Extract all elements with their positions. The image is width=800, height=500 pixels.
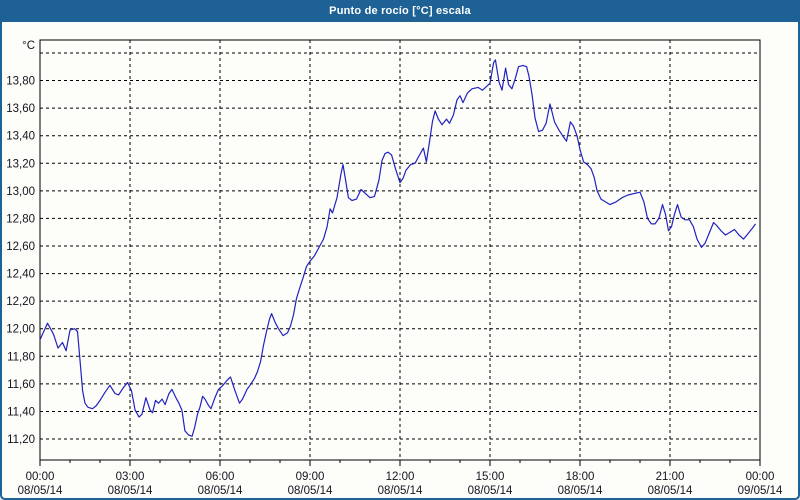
- x-tick-label-date: 08/05/14: [648, 485, 693, 496]
- y-tick-label: 12,00: [6, 324, 35, 336]
- series-line: [39, 59, 756, 437]
- x-tick-label-date: 08/05/14: [108, 485, 153, 496]
- x-tick-label-time: 15:00: [476, 471, 505, 483]
- y-tick-label: 12,40: [6, 269, 35, 281]
- x-tick-label-time: 03:00: [116, 471, 145, 483]
- y-tick-label: 11,20: [7, 434, 35, 446]
- y-tick-label: 11,80: [7, 351, 35, 363]
- dew-point-line-chart: 11,20 11,40 11,60 11,80 12,00 12,20 12,40 12,60…: [6, 39, 783, 496]
- window-title: Punto de rocío [°C] escala: [329, 5, 471, 17]
- x-tick-label-time: 12:00: [386, 471, 415, 483]
- x-tick-label-date: 08/05/14: [558, 485, 603, 496]
- y-tick-label: 11,40: [7, 406, 35, 418]
- y-tick-label: 12,20: [6, 296, 35, 308]
- y-axis-unit-label: °C: [22, 40, 35, 52]
- x-tick-label-time: 06:00: [206, 471, 235, 483]
- x-tick-label-date: 08/05/14: [378, 485, 423, 496]
- y-tick-label: 12,60: [6, 241, 35, 253]
- window-title-bar: Punto de rocío [°C] escala: [2, 0, 798, 22]
- y-tick-label: 13,80: [6, 76, 35, 88]
- x-tick-label-time: 09:00: [296, 471, 325, 483]
- x-tick-label-date: 08/05/14: [198, 485, 243, 496]
- x-tick-label-date: 08/05/14: [288, 485, 333, 496]
- y-tick-label: 13,00: [6, 186, 35, 198]
- x-tick-label-time: 00:00: [746, 471, 775, 483]
- x-tick-label-time: 00:00: [26, 471, 55, 483]
- y-tick-label: 12,80: [6, 213, 35, 225]
- y-tick-label: 11,60: [7, 379, 35, 391]
- y-tick-label: 13,40: [6, 131, 35, 143]
- x-tick-label-time: 18:00: [566, 471, 595, 483]
- x-tick-label-date: 08/05/14: [468, 485, 513, 496]
- x-tick-label-date: 08/05/14: [18, 485, 63, 496]
- x-tick-label-time: 21:00: [656, 471, 685, 483]
- y-tick-label: 13,60: [6, 103, 35, 115]
- x-tick-label-date: 09/05/14: [738, 485, 783, 496]
- y-tick-label: 13,20: [6, 158, 35, 170]
